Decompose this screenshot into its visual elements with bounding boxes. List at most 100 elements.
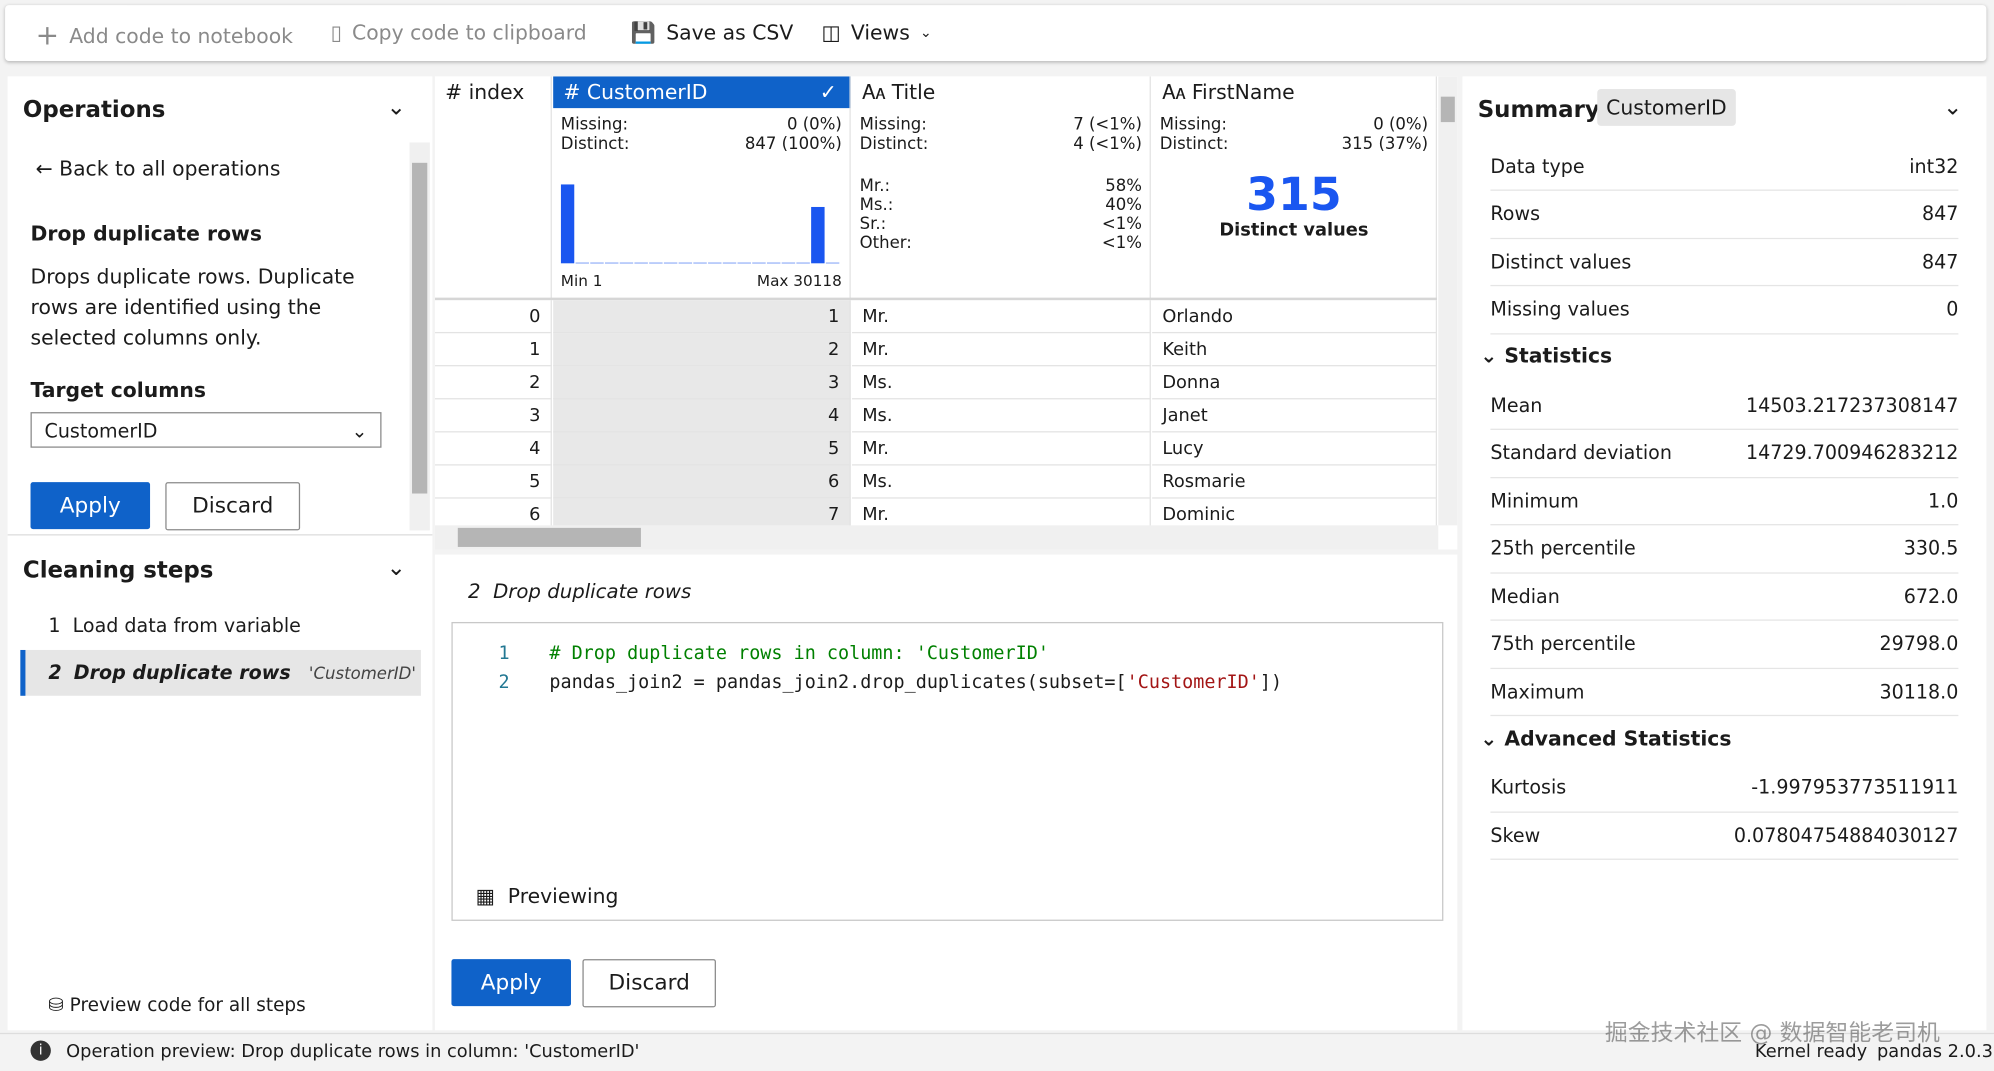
histogram-bar xyxy=(693,262,707,264)
histogram-bar xyxy=(575,262,589,264)
missing-value: 0 (0%) xyxy=(786,115,842,135)
add-code-button[interactable]: + Add code to notebook xyxy=(35,20,293,53)
grid-cell: Donna xyxy=(1152,366,1437,400)
histogram-bar xyxy=(825,262,840,264)
share-value: 58% xyxy=(1105,176,1142,196)
grid-cell: Mr. xyxy=(852,333,1151,367)
code-line: 1 # Drop duplicate rows in column: 'Custo… xyxy=(498,644,1048,664)
info-icon: i xyxy=(30,1040,51,1061)
horizontal-scrollbar[interactable] xyxy=(434,525,1439,550)
back-link[interactable]: ← Back to all operations xyxy=(35,156,281,181)
left-panel: Operations ⌄ ← Back to all operations Dr… xyxy=(7,76,433,1031)
target-label: Target columns xyxy=(30,377,207,402)
step-1[interactable]: 1 Load data from variable xyxy=(48,614,301,637)
column-header[interactable]: 🗛 FirstName xyxy=(1152,76,1437,109)
distinct-label: Distinct: xyxy=(859,134,929,154)
collapse-icon[interactable]: ⌄ xyxy=(1943,94,1963,121)
share-value: 40% xyxy=(1105,195,1142,215)
histogram-bar xyxy=(737,262,751,264)
summary-label: Mean xyxy=(1490,393,1543,417)
grid-cell: Rosmarie xyxy=(1152,465,1437,499)
summary-label: 75th percentile xyxy=(1490,632,1636,656)
summary-value: 0.07804754884030127 xyxy=(1733,823,1959,847)
code-token: # Drop duplicate rows in column: 'Custom… xyxy=(549,643,1049,664)
summary-label: Missing values xyxy=(1490,297,1630,321)
collapse-icon[interactable]: ⌄ xyxy=(386,94,406,121)
cleaning-steps-title: Cleaning steps xyxy=(22,557,214,584)
collapse-icon[interactable]: ⌄ xyxy=(386,554,406,582)
distinct-label: Distinct: xyxy=(560,134,630,154)
missing-value: 0 (0%) xyxy=(1373,115,1429,135)
save-csv-button[interactable]: 💾 Save as CSV xyxy=(630,20,794,45)
step-label: Drop duplicate rows xyxy=(493,580,692,603)
histogram-bar xyxy=(796,262,810,264)
apply-button[interactable]: Apply xyxy=(451,959,571,1007)
share-value: <1% xyxy=(1101,234,1142,254)
grid-cell: 2 xyxy=(434,366,552,400)
summary-label: Distinct values xyxy=(1490,249,1632,273)
summary-value: 672.0 xyxy=(1903,584,1959,608)
value: CustomerID xyxy=(44,419,158,443)
summary-label: Skew xyxy=(1490,823,1541,847)
share-row: Sr.: <1% xyxy=(860,215,1142,234)
operation-description: Drops duplicate rows. Duplicate rows are… xyxy=(30,264,355,350)
distinct-value: 847 (100%) xyxy=(744,134,842,154)
line-number: 2 xyxy=(498,672,510,694)
step-label: Drop duplicate rows xyxy=(73,661,291,685)
grid-cell: 6 xyxy=(553,465,851,499)
section-header[interactable]: ⌄ Advanced Statistics xyxy=(1480,725,1732,750)
histogram-bar xyxy=(590,262,604,264)
summary-label: Median xyxy=(1490,584,1560,608)
code-token: pandas_join2 = pandas_join2.drop_duplica… xyxy=(549,672,1127,694)
summary-panel: Summary CustomerID ⌄ Data type int32 Rows 8… xyxy=(1462,76,1987,1031)
operations-title: Operations xyxy=(22,96,166,124)
vertical-scrollbar[interactable] xyxy=(1438,76,1458,526)
code-editor[interactable]: ▦ Previewing 1 # Drop duplicate rows in c… xyxy=(451,621,1444,921)
summary-label: Maximum xyxy=(1490,679,1585,703)
watermark: 掘金技术社区 @ 数据智能老司机 xyxy=(1604,1020,1940,1047)
column-header[interactable]: # CustomerID ✓ xyxy=(553,76,851,109)
kernel-status: Kernel ready xyxy=(1754,1041,1868,1063)
summary-value: 0 xyxy=(1946,297,1959,321)
grid-cell: Orlando xyxy=(1152,300,1437,334)
summary-row: Rows 847 xyxy=(1490,190,1959,239)
preview-all-link[interactable]: ⛁ Preview code for all steps xyxy=(48,995,306,1017)
grid-cell: 3 xyxy=(434,399,552,433)
grid-cell: 5 xyxy=(434,465,552,499)
code-token: 'CustomerID' xyxy=(1126,672,1260,694)
apply-button[interactable]: Apply xyxy=(30,482,151,530)
grid-cell: Ms. xyxy=(852,399,1151,433)
missing-label: Missing: xyxy=(1159,115,1227,135)
column-header[interactable]: # index xyxy=(435,76,552,109)
column-header[interactable]: 🗛 Title xyxy=(852,76,1151,109)
missing-value: 7 (<1%) xyxy=(1073,115,1142,135)
share-label: Other: xyxy=(859,234,912,254)
value-shares: Mr.: 58% Ms.: 40% Sr.: <1% Other: <1% xyxy=(860,177,1142,253)
step-detail: 'CustomerID' xyxy=(308,665,416,685)
histogram-bar xyxy=(634,262,648,264)
step-2[interactable]: 2 Drop duplicate rows 'CustomerID' xyxy=(20,649,421,696)
label: Copy code to clipboard xyxy=(352,20,587,45)
missing-label: Missing: xyxy=(560,115,629,135)
discard-button[interactable]: Discard xyxy=(165,482,301,531)
summary-value: -1.997953773511911 xyxy=(1751,775,1959,799)
target-dropdown[interactable]: CustomerID ⌄ xyxy=(30,412,382,448)
column-summary: Missing: 0 (0%) Distinct: 847 (100%) Min 1 Ma… xyxy=(553,108,851,299)
summary-row: 75th percentile 29798.0 xyxy=(1490,620,1959,669)
histogram-bar xyxy=(811,206,825,264)
section-header[interactable]: ⌄ Statistics xyxy=(1480,343,1613,368)
scrollbar[interactable] xyxy=(409,142,430,531)
summary-row: 25th percentile 330.5 xyxy=(1490,525,1959,574)
discard-button[interactable]: Discard xyxy=(582,959,716,1008)
summary-value: 14729.700946283212 xyxy=(1745,441,1959,465)
share-value: <1% xyxy=(1101,214,1142,235)
previewing-indicator: ▦ Previewing xyxy=(475,884,619,909)
column-summary xyxy=(435,108,552,299)
status-message: Operation preview: Drop duplicate rows i… xyxy=(66,1041,640,1063)
summary-row: Data type int32 xyxy=(1490,142,1959,191)
missing-row: Missing: 0 (0%) xyxy=(561,116,842,135)
summary-value: 30118.0 xyxy=(1879,679,1959,703)
views-button[interactable]: ◫ Views ⌄ xyxy=(821,20,932,45)
copy-code-button[interactable]: ▯ Copy code to clipboard xyxy=(330,20,587,45)
